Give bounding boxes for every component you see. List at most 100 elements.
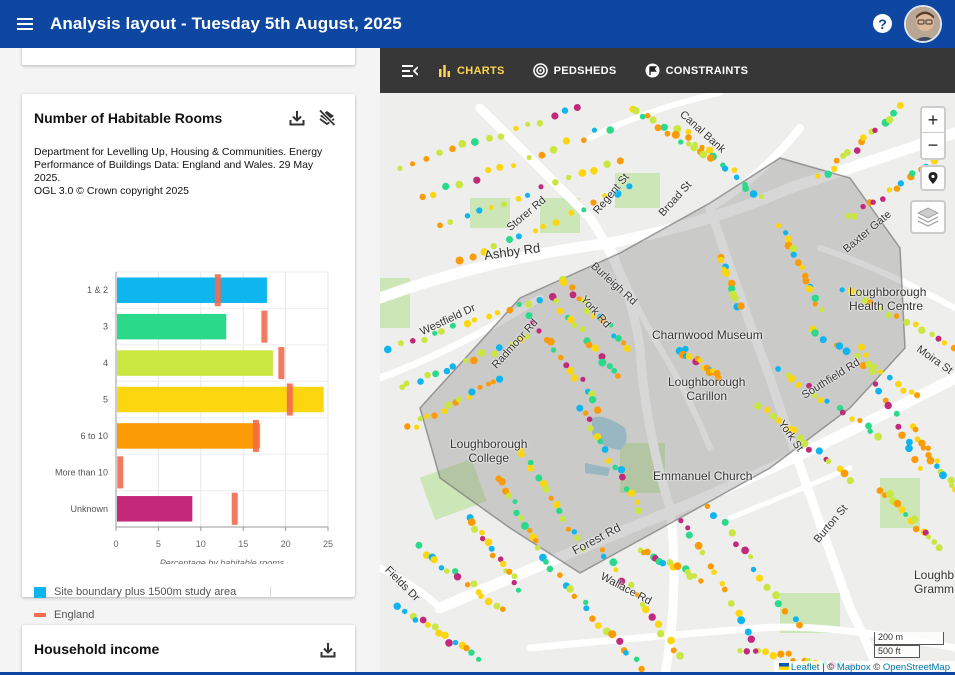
property-dot[interactable] (863, 352, 869, 358)
property-dot[interactable] (698, 578, 704, 584)
property-dot[interactable] (884, 401, 892, 410)
property-dot[interactable] (470, 580, 478, 588)
property-dot[interactable] (692, 573, 698, 579)
help-icon[interactable]: ? (873, 14, 892, 33)
property-dot[interactable] (601, 446, 609, 453)
property-dot[interactable] (506, 568, 513, 575)
property-dot[interactable] (414, 424, 420, 430)
property-dot[interactable] (750, 566, 757, 573)
property-dot[interactable] (468, 649, 475, 656)
property-dot[interactable] (497, 556, 504, 562)
property-dot[interactable] (496, 163, 504, 171)
property-dot[interactable] (526, 155, 532, 161)
property-dot[interactable] (790, 426, 798, 434)
property-dot[interactable] (421, 336, 428, 344)
property-dot[interactable] (728, 529, 736, 537)
property-dot[interactable] (586, 416, 593, 423)
property-dot[interactable] (626, 183, 633, 190)
property-dot[interactable] (593, 433, 602, 441)
property-dot[interactable] (799, 264, 805, 271)
property-dot[interactable] (649, 116, 657, 124)
property-dot[interactable] (865, 360, 873, 368)
property-dot[interactable] (673, 562, 682, 571)
property-dot[interactable] (561, 107, 569, 114)
property-dot[interactable] (707, 563, 714, 570)
property-dot[interactable] (926, 456, 935, 465)
property-dot[interactable] (384, 345, 392, 354)
property-dot[interactable] (444, 568, 450, 574)
property-dot[interactable] (543, 558, 549, 565)
property-dot[interactable] (711, 569, 717, 575)
property-dot[interactable] (569, 291, 577, 299)
property-dot[interactable] (569, 284, 576, 291)
property-dot[interactable] (860, 134, 867, 141)
property-dot[interactable] (817, 397, 824, 404)
property-dot[interactable] (806, 382, 812, 389)
property-dot[interactable] (442, 182, 450, 190)
property-dot[interactable] (556, 507, 563, 514)
property-dot[interactable] (623, 344, 631, 352)
property-dot[interactable] (437, 222, 443, 229)
property-dot[interactable] (633, 656, 640, 662)
property-dot[interactable] (574, 534, 581, 542)
property-dot[interactable] (657, 630, 665, 638)
property-dot[interactable] (438, 565, 445, 571)
property-dot[interactable] (634, 499, 641, 505)
property-dot[interactable] (445, 639, 453, 647)
property-dot[interactable] (911, 456, 919, 464)
property-dot[interactable] (516, 301, 522, 307)
property-dot[interactable] (491, 350, 499, 358)
property-dot[interactable] (471, 317, 478, 323)
property-dot[interactable] (638, 665, 645, 673)
property-dot[interactable] (578, 169, 587, 177)
property-dot[interactable] (747, 635, 755, 643)
property-dot[interactable] (875, 387, 882, 395)
property-dot[interactable] (521, 522, 529, 530)
property-dot[interactable] (914, 436, 921, 443)
property-dot[interactable] (583, 307, 591, 315)
property-dot[interactable] (785, 425, 792, 432)
property-dot[interactable] (524, 192, 531, 198)
property-dot[interactable] (914, 392, 921, 399)
property-dot[interactable] (480, 248, 489, 256)
property-dot[interactable] (839, 409, 846, 416)
property-dot[interactable] (590, 199, 597, 206)
property-dot[interactable] (876, 305, 883, 311)
property-dot[interactable] (553, 298, 559, 304)
property-dot[interactable] (819, 307, 825, 313)
property-dot[interactable] (719, 580, 725, 587)
property-dot[interactable] (759, 194, 765, 200)
property-dot[interactable] (479, 535, 486, 542)
property-dot[interactable] (536, 328, 542, 334)
property-dot[interactable] (558, 354, 564, 361)
property-dot[interactable] (922, 529, 929, 536)
property-dot[interactable] (790, 251, 797, 258)
property-dot[interactable] (831, 165, 838, 173)
property-dot[interactable] (836, 405, 844, 412)
property-dot[interactable] (590, 312, 597, 319)
property-dot[interactable] (546, 565, 554, 573)
property-dot[interactable] (506, 492, 513, 499)
property-dot[interactable] (934, 458, 941, 464)
property-dot[interactable] (686, 572, 694, 581)
property-dot[interactable] (952, 486, 955, 493)
property-dot[interactable] (777, 650, 785, 658)
property-dot[interactable] (484, 597, 493, 606)
property-dot[interactable] (486, 381, 491, 387)
property-dot[interactable] (619, 473, 626, 481)
property-dot[interactable] (550, 347, 557, 353)
property-dot[interactable] (623, 650, 629, 656)
property-dot[interactable] (648, 613, 656, 621)
property-dot[interactable] (722, 269, 731, 277)
property-dot[interactable] (929, 331, 935, 337)
property-dot[interactable] (867, 299, 874, 306)
property-dot[interactable] (920, 445, 927, 451)
property-dot[interactable] (515, 587, 522, 593)
property-dot[interactable] (549, 146, 558, 154)
property-dot[interactable] (886, 374, 893, 381)
property-dot[interactable] (763, 583, 771, 592)
property-dot[interactable] (611, 333, 617, 339)
property-dot[interactable] (424, 621, 431, 628)
property-dot[interactable] (449, 363, 456, 370)
property-dot[interactable] (500, 560, 507, 568)
